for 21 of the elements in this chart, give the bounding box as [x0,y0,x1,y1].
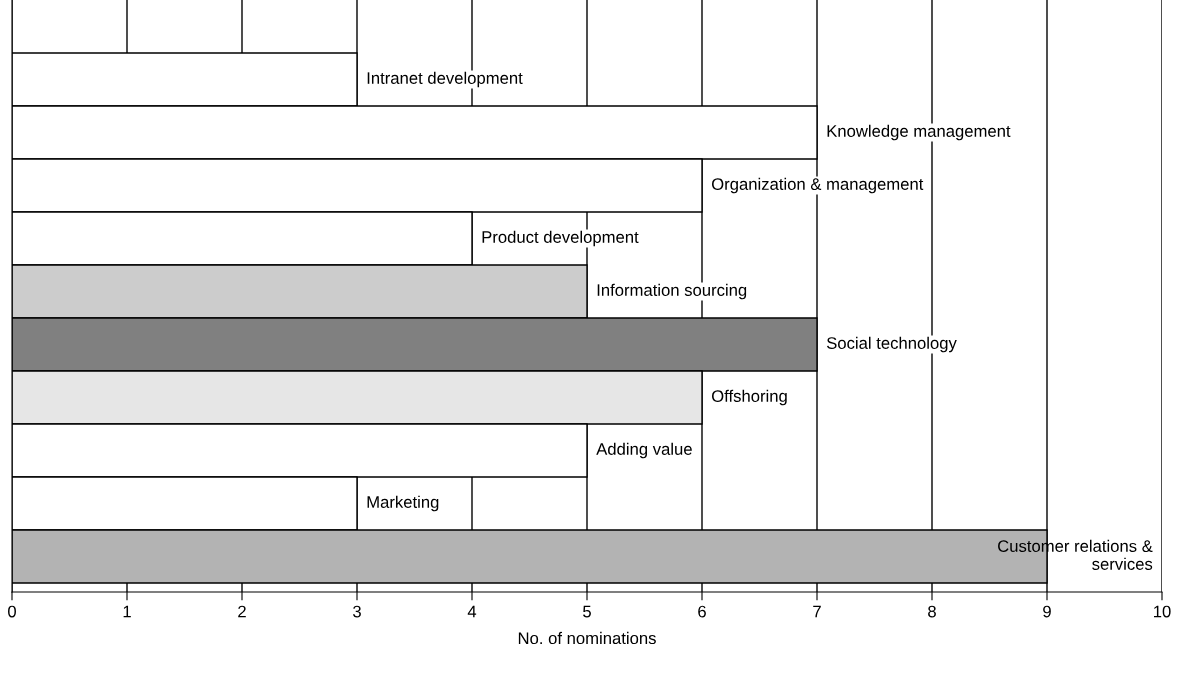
y-tick-label: Knowledge management [827,124,1011,141]
x-tick-label: 10 [1154,605,1171,618]
x-tick-label: 7 [813,605,821,618]
x-tick-label: 6 [698,605,706,618]
y-tick-label: Intranet development [367,71,523,88]
y-tick-label: Adding value [596,442,692,459]
y-tick-label: Social technology [826,336,957,353]
x-tick-label: 3 [353,605,361,618]
x-tick-label: 9 [1043,605,1051,618]
x-tick-label: 0 [8,605,16,618]
x-axis-title: No. of nominations [518,631,656,645]
x-tick-label: 4 [467,605,477,618]
x-tick-label: 2 [238,605,246,618]
y-tick-label: Organization & management [711,177,924,194]
y-tick-label: Offshoring [711,389,787,406]
y-tick-label: Product development [482,230,639,247]
x-tick-label: 1 [123,605,131,618]
x-tick-label: 8 [928,605,936,618]
y-tick-label: Information sourcing [597,283,747,300]
y-tick-label: Marketing [367,495,439,512]
x-tick-label: 5 [583,605,591,618]
